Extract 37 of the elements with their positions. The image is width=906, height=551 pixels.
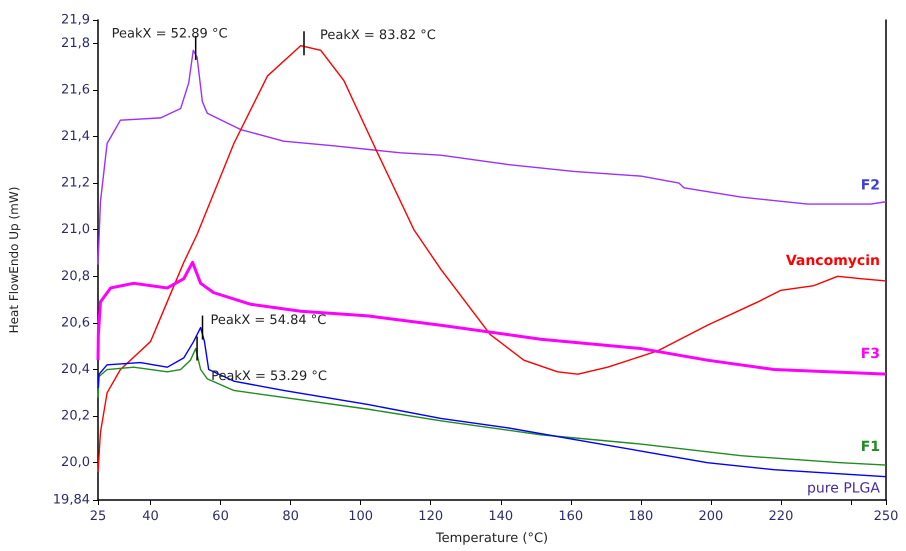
y-tick-label: 20,8 [61,268,90,284]
series-label: Vancomycin [786,252,880,269]
x-tick-label: 200 [698,509,724,524]
line-series [97,348,887,466]
series-label: pure PLGA [807,480,880,497]
line-series [97,44,887,473]
x-tick-label: 120 [418,509,444,524]
y-tick-label: 21,2 [61,176,90,191]
y-tick-label: 21,9 [61,12,90,28]
y-tick-label: 20,6 [61,315,90,330]
y-tick-label: 20,4 [61,362,90,378]
x-tick-label: 180 [628,509,654,524]
x-tick-label: 80 [282,509,299,524]
x-tick-label: 250 [874,509,898,524]
y-tick-label: 19,84 [52,492,90,508]
x-tick-label: 40 [142,509,159,524]
y-tick-label: 20,0 [61,455,90,470]
annotation: PeakX = 54.84 °C [210,313,326,328]
line-series [97,326,887,478]
y-tick-label: 21,4 [61,129,90,144]
x-tick-label: 220 [768,509,794,524]
annotation: PeakX = 83.82 °C [320,28,436,43]
x-tick-label: 100 [348,509,374,524]
x-axis-title: Temperature (°C) [434,531,548,546]
y-tick-label: 21,0 [61,222,90,238]
x-tick-label: 140 [488,509,514,524]
y-axis-title: Heat FlowEndo Up (mW) [7,186,21,334]
annotation: PeakX = 52.89 °C [112,26,228,42]
y-tick-label: 21,6 [61,82,90,98]
y-tick-label: 20,2 [61,408,90,424]
x-tick-label: 60 [212,509,229,524]
x-tick-label: 25 [90,509,106,524]
series-label: F3 [860,346,880,362]
series-label: F2 [860,178,880,194]
y-tick-label: 21,8 [61,36,90,51]
x-tick-label: 160 [558,509,584,524]
series-label: F1 [860,439,880,456]
